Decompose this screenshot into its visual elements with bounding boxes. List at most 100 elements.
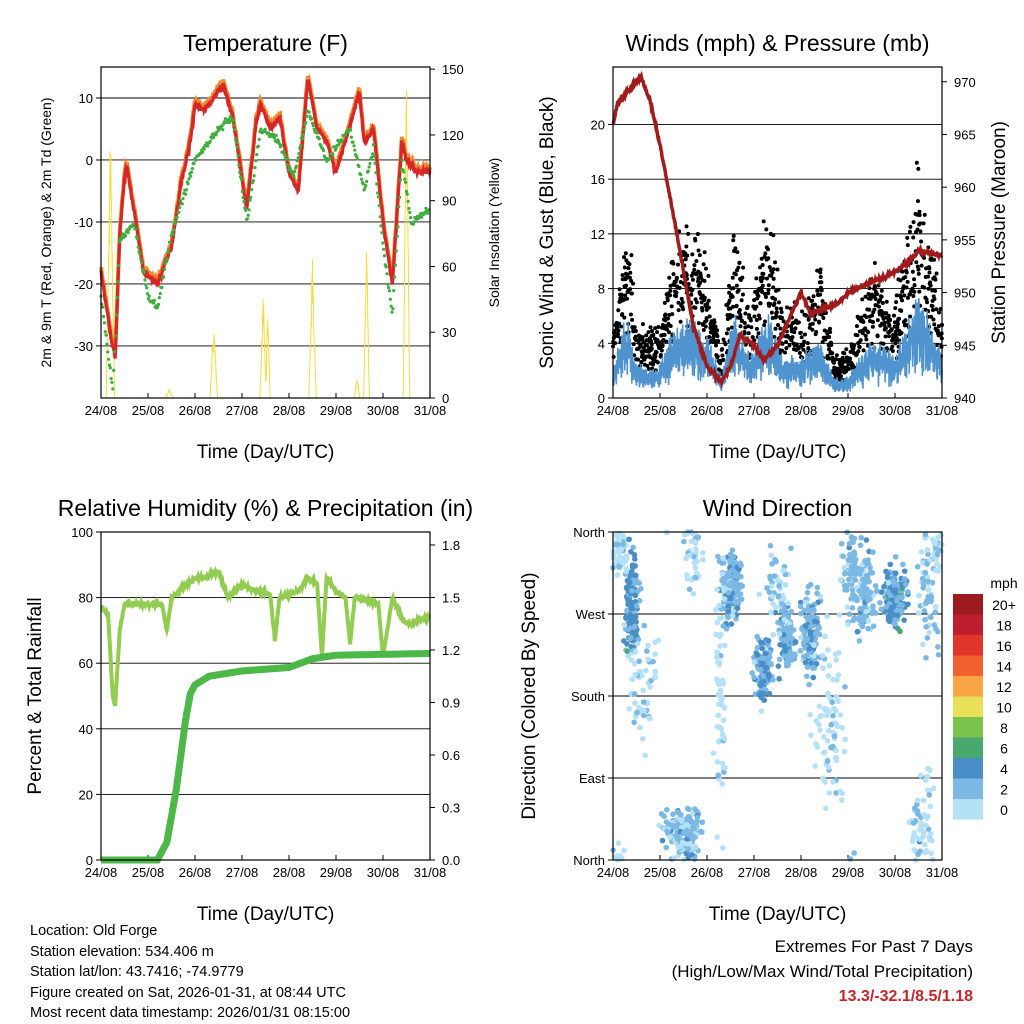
- gust-point: [806, 296, 811, 301]
- direction-point: [713, 606, 719, 613]
- direction-point: [775, 594, 782, 600]
- direction-point: [925, 551, 931, 558]
- gust-point: [818, 292, 823, 297]
- direction-point: [731, 585, 738, 591]
- dewpoint-point: [244, 208, 248, 212]
- direction-point: [797, 603, 804, 610]
- gust-point: [676, 308, 681, 313]
- gust-point: [758, 301, 763, 306]
- legend-label: 6: [1000, 741, 1008, 757]
- direction-point: [616, 549, 622, 556]
- direction-point: [623, 568, 630, 575]
- x-tick-label: 24/08: [597, 403, 630, 418]
- direction-point: [900, 561, 906, 568]
- direction-point: [878, 606, 885, 613]
- gust-point: [937, 310, 942, 315]
- gust-point: [726, 283, 731, 288]
- gust-point: [910, 286, 915, 291]
- direction-point: [631, 551, 638, 558]
- dewpoint-point: [112, 368, 116, 372]
- gust-point: [769, 310, 774, 315]
- direction-point: [788, 608, 795, 615]
- x-tick-label: 31/08: [926, 403, 959, 418]
- dewpoint-point: [211, 135, 216, 140]
- direction-point: [885, 614, 892, 620]
- direction-point: [785, 600, 791, 607]
- direction-point: [628, 605, 635, 612]
- direction-point: [824, 738, 831, 744]
- direction-point: [751, 659, 758, 666]
- gust-point: [775, 267, 780, 272]
- gust-point: [645, 363, 650, 368]
- dewpoint-point: [251, 179, 255, 183]
- gust-point: [756, 294, 761, 299]
- direction-point: [780, 567, 786, 574]
- direction-point: [922, 570, 929, 576]
- direction-point: [839, 790, 846, 797]
- dewpoint-point: [135, 237, 139, 241]
- direction-point: [688, 538, 695, 545]
- direction-point: [624, 641, 630, 647]
- dewpoint-point: [156, 302, 161, 306]
- gust-point: [630, 317, 635, 322]
- x-tick-label: 29/08: [320, 403, 353, 418]
- gust-point: [633, 329, 638, 334]
- direction-point: [901, 576, 908, 582]
- direction-point: [822, 633, 828, 640]
- dewpoint-point: [157, 295, 161, 300]
- dewpoint-point: [307, 110, 311, 114]
- direction-point: [681, 829, 687, 836]
- x-tick-label: 28/08: [785, 403, 818, 418]
- dewpoint-point: [381, 247, 386, 251]
- direction-point: [917, 827, 923, 833]
- dewpoint-point: [285, 163, 289, 167]
- direction-point: [917, 848, 923, 855]
- dewpoint-point: [152, 298, 156, 303]
- dewpoint-point: [296, 156, 300, 160]
- direction-point: [729, 612, 736, 619]
- direction-point: [621, 847, 627, 854]
- gust-point: [766, 256, 771, 261]
- direction-point: [720, 717, 727, 724]
- direction-point: [772, 604, 779, 610]
- direction-point: [829, 699, 836, 705]
- gust-point: [934, 271, 939, 276]
- direction-point: [917, 772, 924, 779]
- dewpoint-point: [392, 275, 397, 279]
- direction-point: [690, 591, 697, 597]
- gust-point: [629, 278, 634, 283]
- dewpoint-point: [108, 366, 112, 370]
- direction-point: [751, 674, 757, 681]
- direction-point: [851, 850, 858, 856]
- direction-point: [922, 616, 928, 623]
- gust-point: [766, 291, 771, 296]
- direction-point: [925, 765, 931, 772]
- gust-point: [645, 343, 650, 348]
- direction-point: [821, 705, 828, 712]
- x-tick-label: 26/08: [179, 865, 212, 880]
- direction-point: [865, 618, 872, 624]
- x-tick-label: 29/08: [832, 403, 865, 418]
- direction-point: [893, 570, 899, 577]
- gust-point: [759, 256, 764, 261]
- gust-point: [628, 312, 633, 317]
- gust-point: [690, 252, 695, 257]
- gust-point: [867, 307, 872, 312]
- gust-point: [861, 348, 866, 353]
- direction-point: [697, 828, 704, 835]
- dewpoint-point: [317, 137, 321, 141]
- gust-point: [828, 330, 833, 335]
- direction-point: [754, 652, 761, 658]
- gust-point: [911, 294, 916, 299]
- dewpoint-point: [370, 155, 374, 159]
- direction-point: [801, 630, 808, 637]
- y-axis-label: Direction (Colored By Speed): [519, 572, 540, 819]
- location: Location: Old Forge: [30, 923, 158, 939]
- direction-point: [852, 559, 858, 565]
- gust-point: [629, 291, 634, 296]
- direction-point: [926, 792, 933, 798]
- y-tick-label: South: [571, 689, 605, 704]
- gust-point: [766, 288, 771, 293]
- dewpoint-point: [408, 210, 412, 214]
- gust-point: [872, 307, 877, 312]
